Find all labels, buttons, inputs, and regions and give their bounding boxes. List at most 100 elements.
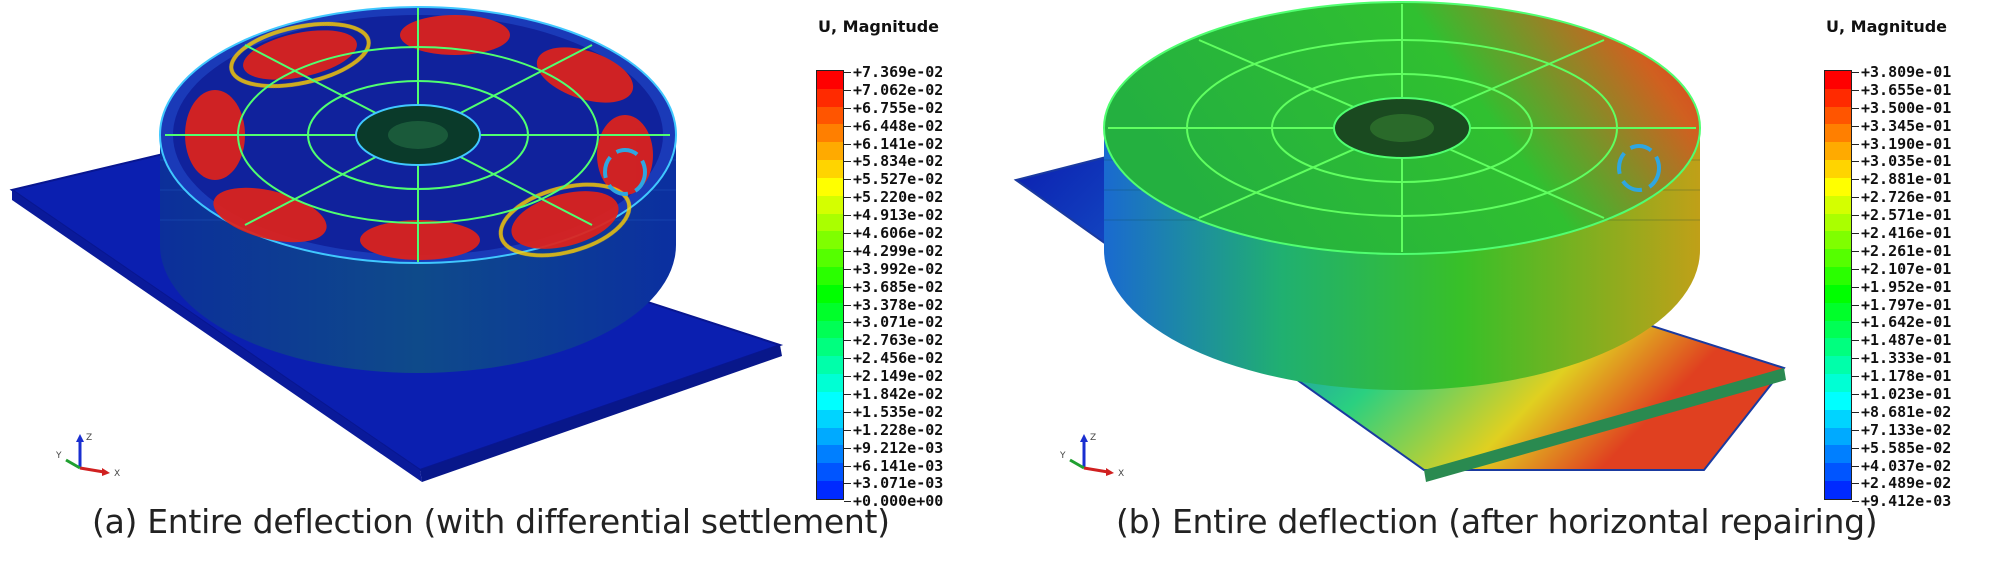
legend-tick-label: +3.500e-01 — [1852, 99, 1951, 118]
legend-tick-label: +5.585e-02 — [1852, 439, 1951, 458]
colorbar-band — [1825, 213, 1851, 232]
colorbar-band — [817, 391, 843, 410]
legend-tick-label: +3.071e-03 — [844, 475, 943, 493]
legend-tick-label: +3.809e-01 — [1852, 63, 1951, 82]
colorbar-band — [817, 445, 843, 464]
legend-tick-label: +1.842e-02 — [844, 385, 943, 404]
legend-tick-label: +3.685e-02 — [844, 278, 943, 297]
panel-b: Y Z X U, Magnitude +3.809e-01 +3.655e-01 +… — [1004, 0, 2009, 562]
legend-tick-label: +2.149e-02 — [844, 367, 943, 386]
colorbar-band — [817, 463, 843, 482]
svg-text:Z: Z — [1090, 433, 1096, 443]
legend-tick-label: +9.212e-03 — [844, 439, 943, 458]
svg-text:X: X — [1118, 469, 1124, 479]
colorbar-band — [1825, 374, 1851, 392]
legend-tick-label: +3.035e-01 — [1852, 153, 1951, 171]
highlight-marker — [1617, 144, 1661, 192]
colorbar-band — [817, 124, 843, 143]
colorbar-band — [1825, 160, 1851, 178]
colorbar-band — [1825, 284, 1851, 303]
legend-tick-label: +3.190e-01 — [1852, 135, 1951, 154]
panel-a: Y Z X U, Magnitude +7.369e-02 +7.062e-02 +… — [0, 0, 1004, 562]
tick-labels: +7.369e-02 +7.062e-02 +6.755e-02 +6.448e-02… — [844, 63, 943, 511]
colorbar-band — [1825, 267, 1851, 285]
legend-tick-label: +2.726e-01 — [1852, 188, 1951, 207]
colorbar-band — [817, 195, 843, 214]
legend-tick-label: +2.489e-02 — [1852, 475, 1951, 493]
colorbar-band — [817, 409, 843, 428]
legend-tick-label: +1.333e-01 — [1852, 349, 1951, 368]
colorbar-band — [1825, 142, 1851, 161]
axis-triad-icon: Y Z X — [55, 433, 120, 479]
colorbar-band — [1825, 481, 1851, 499]
legend-tick-label: +2.456e-02 — [844, 349, 943, 368]
colorbar-band — [1825, 124, 1851, 143]
legend-tick-label: +4.299e-02 — [844, 242, 943, 261]
colorbar-band — [1825, 177, 1851, 196]
colorbar-band — [817, 88, 843, 107]
legend-tick-label: +4.037e-02 — [1852, 457, 1951, 476]
legend-tick-label: +7.369e-02 — [844, 63, 943, 82]
legend-title: U, Magnitude — [1826, 17, 1948, 36]
legend-tick-label: +6.448e-02 — [844, 117, 943, 136]
colorbar — [1824, 70, 1852, 500]
legend-tick-label: +6.141e-02 — [844, 135, 943, 154]
colorbar-band — [1825, 71, 1851, 89]
colorbar-band — [1825, 391, 1851, 410]
deflection-model-b — [1013, 1, 1786, 482]
legend-tick-label: +2.416e-01 — [1852, 224, 1951, 243]
legend-a: U, Magnitude +7.369e-02 +7.062e-02 +6.755e… — [816, 16, 943, 510]
colorbar-band — [817, 160, 843, 178]
legend-tick-label: +1.797e-01 — [1852, 296, 1951, 315]
colorbar-band — [817, 142, 843, 161]
svg-text:Z: Z — [86, 433, 92, 443]
colorbar-band — [1825, 338, 1851, 357]
legend-tick-label: +3.655e-01 — [1852, 81, 1951, 100]
colorbar-band — [1825, 302, 1851, 321]
highlight-marker — [603, 148, 647, 196]
legend-b: U, Magnitude +3.809e-01 +3.655e-01 +3.500e… — [1824, 16, 1951, 510]
colorbar-band — [1825, 445, 1851, 464]
legend-tick-label: +3.345e-01 — [1852, 117, 1951, 136]
legend-tick-label: +5.220e-02 — [844, 188, 943, 207]
colorbar-band — [817, 249, 843, 268]
deflection-model-a — [9, 6, 784, 482]
tick-labels: +3.809e-01 +3.655e-01 +3.500e-01 +3.345e-01… — [1852, 63, 1951, 511]
colorbar-band — [1825, 231, 1851, 250]
axis-triad-icon: Y Z X — [1059, 433, 1124, 479]
colorbar-band — [817, 106, 843, 125]
colorbar-band — [1825, 463, 1851, 482]
legend-tick-label: +4.606e-02 — [844, 224, 943, 243]
colorbar-band — [817, 71, 843, 89]
legend-tick-label: +9.412e-03 — [1852, 492, 1951, 511]
caption-b: (b) Entire deflection (after horizontal … — [1116, 502, 1878, 541]
colorbar-band — [1825, 106, 1851, 125]
colorbar-band — [817, 267, 843, 285]
legend-tick-label: +3.071e-02 — [844, 314, 943, 332]
legend-tick-label: +2.107e-01 — [1852, 260, 1951, 279]
legend-tick-label: +6.141e-03 — [844, 457, 943, 476]
svg-text:X: X — [114, 469, 120, 479]
legend-title: U, Magnitude — [818, 17, 940, 36]
colorbar-band — [817, 374, 843, 392]
legend-tick-label: +1.228e-02 — [844, 421, 943, 440]
legend-tick-label: +6.755e-02 — [844, 99, 943, 118]
legend-tick-label: +3.992e-02 — [844, 260, 943, 279]
colorbar-band — [1825, 409, 1851, 428]
colorbar-band — [817, 177, 843, 196]
colorbar — [816, 70, 844, 500]
colorbar-band — [817, 213, 843, 232]
legend-tick-label: +2.261e-01 — [1852, 242, 1951, 261]
svg-text:Y: Y — [1059, 451, 1066, 461]
legend-tick-label: +1.487e-01 — [1852, 331, 1951, 350]
colorbar-band — [1825, 320, 1851, 339]
legend-tick-label: +1.535e-02 — [844, 403, 943, 422]
caption-a: (a) Entire deflection (with differential… — [92, 502, 890, 541]
legend-tick-label: +2.881e-01 — [1852, 170, 1951, 189]
colorbar-band — [817, 356, 843, 375]
colorbar-band — [1825, 195, 1851, 214]
colorbar-band — [817, 481, 843, 499]
legend-tick-label: +7.133e-02 — [1852, 421, 1951, 440]
colorbar-band — [817, 284, 843, 303]
colorbar-band — [817, 320, 843, 339]
